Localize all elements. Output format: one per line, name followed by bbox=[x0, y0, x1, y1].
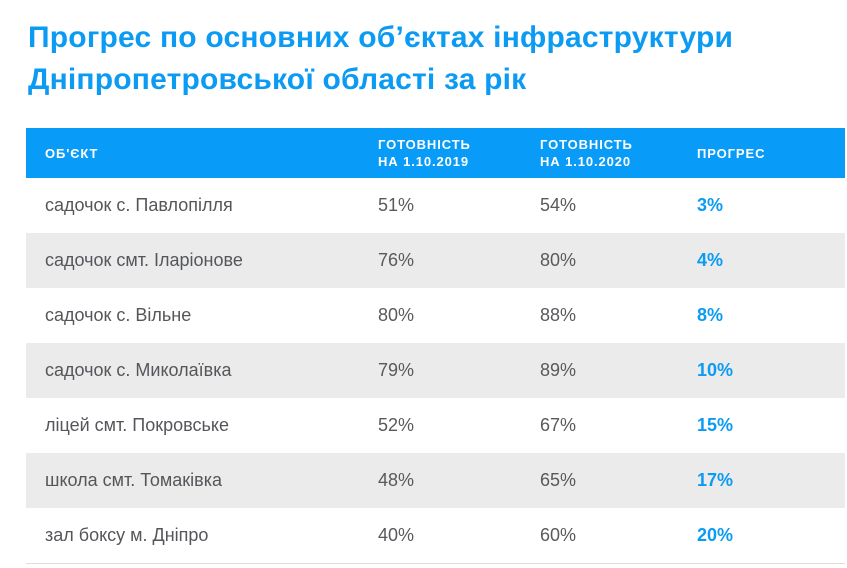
cell-ready-2020: 54% bbox=[540, 195, 577, 215]
table-header-row: ОБ'ЄКТ ГОТОВНІСТЬ НА 1.10.2019 ГОТОВНІСТ… bbox=[26, 128, 845, 178]
cell-ready-2019: 76% bbox=[378, 250, 415, 270]
cell-ready-2020: 89% bbox=[540, 360, 577, 380]
cell-ready-2020: 65% bbox=[540, 470, 577, 490]
cell-ready-2020: 67% bbox=[540, 415, 577, 435]
column-header-object: ОБ'ЄКТ bbox=[45, 145, 99, 161]
page-title: Прогрес по основних об’єктах інфраструкт… bbox=[28, 17, 733, 101]
cell-object: садочок смт. Іларіонове bbox=[45, 250, 243, 270]
cell-ready-2020: 88% bbox=[540, 305, 577, 325]
cell-object: садочок с. Вільне bbox=[45, 305, 192, 325]
table-row: садочок с. Павлопілля 51% 54% 3% bbox=[26, 178, 845, 233]
cell-ready-2020: 60% bbox=[540, 525, 577, 545]
table-row: садочок с. Миколаївка 79% 89% 10% bbox=[26, 343, 845, 398]
table-row: школа смт. Томаківка 48% 65% 17% bbox=[26, 453, 845, 508]
cell-ready-2019: 52% bbox=[378, 415, 415, 435]
column-header-readiness-2020: ГОТОВНІСТЬ НА 1.10.2020 bbox=[540, 137, 633, 169]
cell-progress: 10% bbox=[697, 360, 734, 380]
cell-ready-2019: 48% bbox=[378, 470, 415, 490]
cell-progress: 20% bbox=[697, 525, 734, 545]
cell-object: садочок с. Миколаївка bbox=[45, 360, 232, 380]
cell-object: зал боксу м. Дніпро bbox=[45, 525, 209, 545]
cell-progress: 4% bbox=[697, 250, 724, 270]
page-title-line1: Прогрес по основних об’єктах інфраструкт… bbox=[28, 21, 734, 54]
table-row: ліцей смт. Покровське 52% 67% 15% bbox=[26, 398, 845, 453]
cell-progress: 3% bbox=[697, 195, 724, 215]
cell-progress: 17% bbox=[697, 470, 734, 490]
cell-object: ліцей смт. Покровське bbox=[45, 415, 229, 435]
cell-ready-2019: 51% bbox=[378, 195, 415, 215]
cell-ready-2020: 80% bbox=[540, 250, 577, 270]
table-row: зал боксу м. Дніпро 40% 60% 20% bbox=[26, 508, 845, 563]
column-header-progress: ПРОГРЕС bbox=[697, 145, 766, 161]
cell-progress: 15% bbox=[697, 415, 734, 435]
column-header-readiness-2019: ГОТОВНІСТЬ НА 1.10.2019 bbox=[378, 137, 471, 169]
cell-object: школа смт. Томаківка bbox=[45, 470, 222, 490]
cell-ready-2019: 80% bbox=[378, 305, 415, 325]
table-row: садочок смт. Іларіонове 76% 80% 4% bbox=[26, 233, 845, 288]
cell-ready-2019: 79% bbox=[378, 360, 415, 380]
table-row: садочок с. Вільне 80% 88% 8% bbox=[26, 288, 845, 343]
infrastructure-progress-table: ОБ'ЄКТ ГОТОВНІСТЬ НА 1.10.2019 ГОТОВНІСТ… bbox=[26, 128, 845, 564]
cell-object: садочок с. Павлопілля bbox=[45, 195, 233, 215]
page-title-line2: Дніпропетровської області за рік bbox=[28, 63, 527, 96]
cell-ready-2019: 40% bbox=[378, 525, 415, 545]
cell-progress: 8% bbox=[697, 305, 724, 325]
